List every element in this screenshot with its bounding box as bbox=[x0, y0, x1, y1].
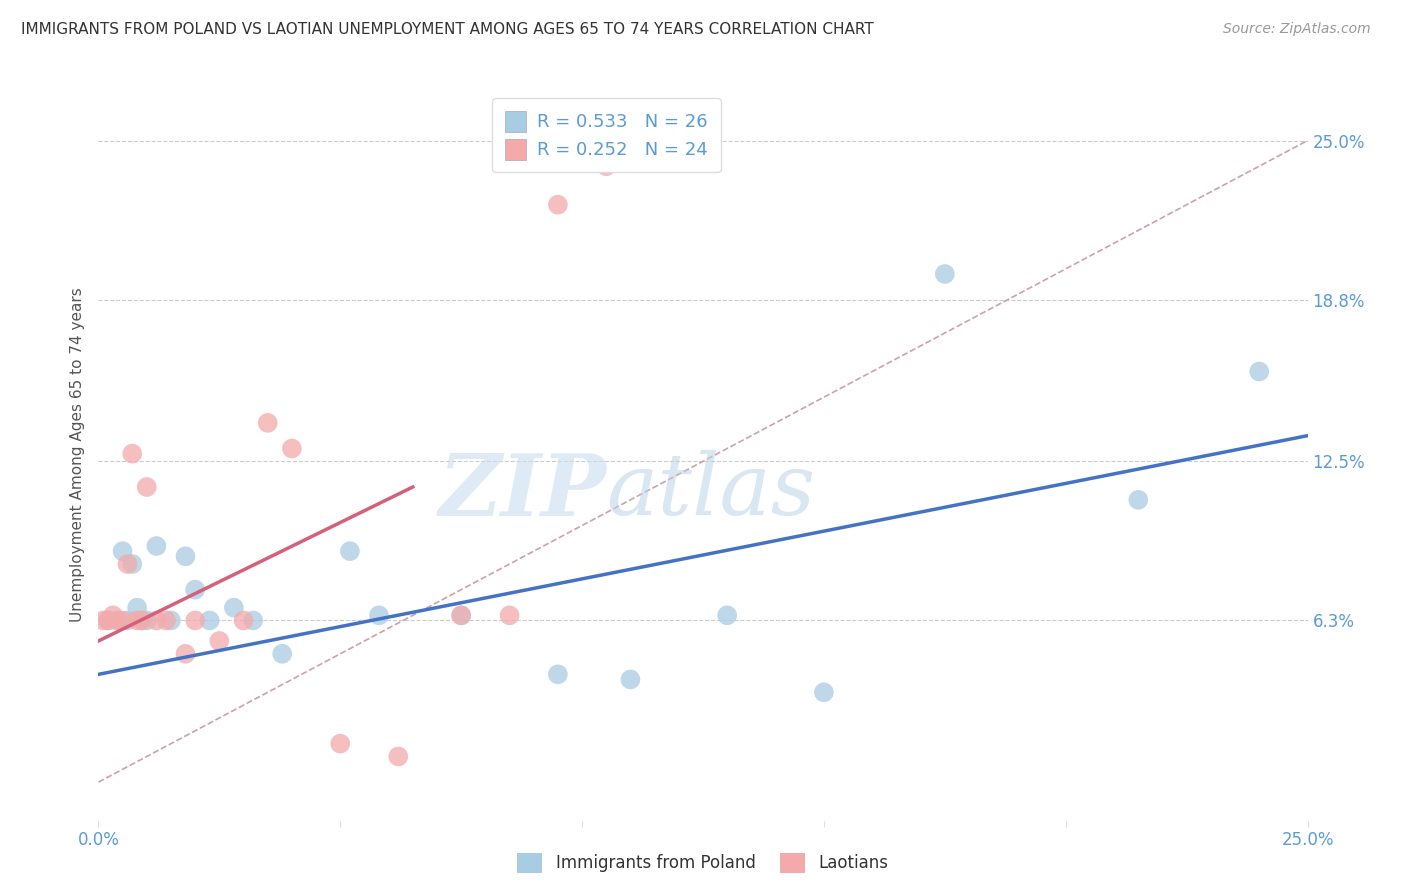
Point bbox=[716, 608, 738, 623]
Point bbox=[145, 614, 167, 628]
Point bbox=[208, 634, 231, 648]
Point bbox=[117, 614, 139, 628]
Y-axis label: Unemployment Among Ages 65 to 74 years: Unemployment Among Ages 65 to 74 years bbox=[69, 287, 84, 623]
Point bbox=[155, 614, 177, 628]
Point bbox=[97, 614, 120, 628]
Point bbox=[339, 544, 361, 558]
Point bbox=[813, 685, 835, 699]
Point bbox=[160, 614, 183, 628]
Point bbox=[117, 557, 139, 571]
Point bbox=[1249, 364, 1271, 378]
Point bbox=[184, 614, 207, 628]
Point bbox=[127, 600, 149, 615]
Text: ZIP: ZIP bbox=[439, 450, 606, 533]
Point bbox=[121, 557, 143, 571]
Point bbox=[184, 582, 207, 597]
Point bbox=[256, 416, 278, 430]
Point bbox=[127, 614, 149, 628]
Point bbox=[222, 600, 245, 615]
Point bbox=[111, 614, 134, 628]
Point bbox=[107, 614, 129, 628]
Point bbox=[934, 267, 956, 281]
Point bbox=[547, 197, 569, 211]
Point bbox=[121, 447, 143, 461]
Point bbox=[619, 673, 641, 687]
Legend: R = 0.533   N = 26, R = 0.252   N = 24: R = 0.533 N = 26, R = 0.252 N = 24 bbox=[492, 98, 720, 172]
Text: atlas: atlas bbox=[606, 450, 815, 533]
Legend: Immigrants from Poland, Laotians: Immigrants from Poland, Laotians bbox=[510, 847, 896, 880]
Point bbox=[498, 608, 520, 623]
Point bbox=[131, 614, 153, 628]
Point bbox=[595, 159, 617, 173]
Point bbox=[547, 667, 569, 681]
Point bbox=[450, 608, 472, 623]
Point bbox=[135, 614, 157, 628]
Point bbox=[450, 608, 472, 623]
Point bbox=[387, 749, 409, 764]
Point bbox=[145, 539, 167, 553]
Text: IMMIGRANTS FROM POLAND VS LAOTIAN UNEMPLOYMENT AMONG AGES 65 TO 74 YEARS CORRELA: IMMIGRANTS FROM POLAND VS LAOTIAN UNEMPL… bbox=[21, 22, 875, 37]
Point bbox=[135, 480, 157, 494]
Point bbox=[91, 614, 114, 628]
Point bbox=[101, 608, 124, 623]
Point bbox=[329, 737, 352, 751]
Point bbox=[1128, 492, 1150, 507]
Point bbox=[131, 614, 153, 628]
Point bbox=[97, 614, 120, 628]
Text: Source: ZipAtlas.com: Source: ZipAtlas.com bbox=[1223, 22, 1371, 37]
Point bbox=[107, 614, 129, 628]
Point bbox=[198, 614, 221, 628]
Point bbox=[242, 614, 264, 628]
Point bbox=[232, 614, 254, 628]
Point bbox=[174, 549, 197, 564]
Point bbox=[368, 608, 391, 623]
Point bbox=[271, 647, 294, 661]
Point bbox=[281, 442, 304, 456]
Point bbox=[174, 647, 197, 661]
Point bbox=[111, 544, 134, 558]
